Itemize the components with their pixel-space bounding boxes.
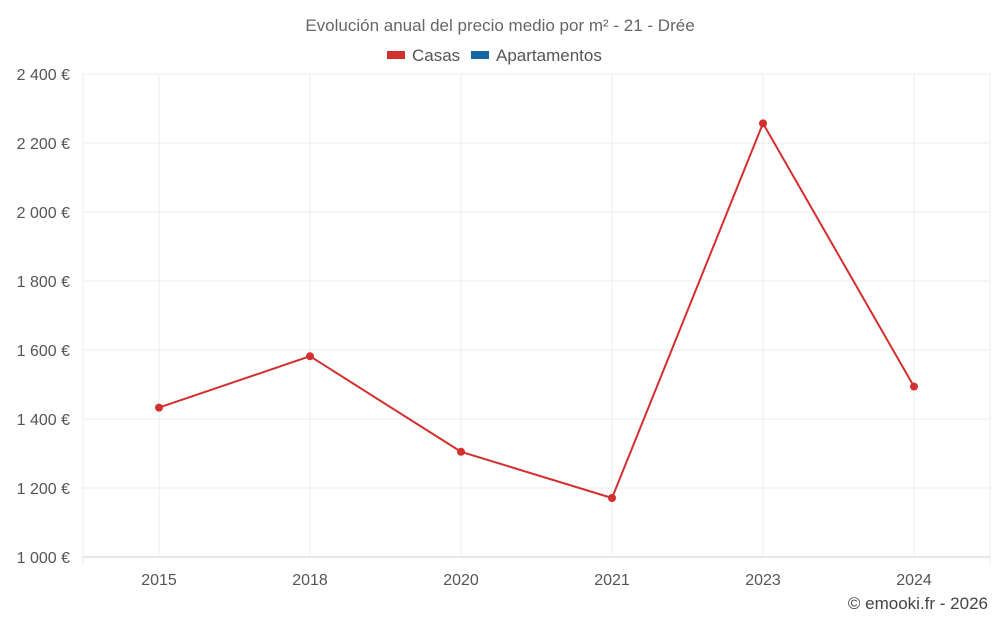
chart-title: Evolución anual del precio medio por m² … <box>305 16 694 35</box>
y-tick-label: 1 800 € <box>17 274 70 291</box>
data-point-casas[interactable] <box>155 403 163 412</box>
x-tick-label: 2021 <box>594 572 630 589</box>
legend: Casas Apartamentos <box>387 46 602 65</box>
y-gridlines <box>83 73 990 489</box>
y-axis-ticks: 1 000 € 1 200 € 1 400 € 1 600 € 1 800 € 2 000… <box>17 67 70 567</box>
data-point-casas[interactable] <box>608 494 616 503</box>
y-tick-label: 1 200 € <box>17 481 70 498</box>
y-tick-label: 1 600 € <box>17 343 70 360</box>
y-tick-label: 2 000 € <box>17 205 70 222</box>
legend-swatch-apartamentos[interactable] <box>471 51 489 59</box>
x-tick-label: 2020 <box>443 572 479 589</box>
legend-swatch-casas[interactable] <box>387 51 405 59</box>
y-tick-label: 2 400 € <box>17 67 70 84</box>
y-tick-label: 2 200 € <box>17 136 70 153</box>
y-tick-label: 1 000 € <box>17 550 70 567</box>
data-point-casas[interactable] <box>759 119 767 128</box>
x-tick-label: 2023 <box>745 572 781 589</box>
credit-text: © emooki.fr - 2026 <box>847 594 988 613</box>
data-point-casas[interactable] <box>306 352 314 361</box>
series-casas <box>155 119 918 503</box>
legend-label-casas[interactable]: Casas <box>412 46 460 65</box>
data-point-casas[interactable] <box>457 447 465 456</box>
x-tick-label: 2018 <box>292 572 328 589</box>
x-axis-ticks: 2015 2018 2020 2021 2023 2024 <box>141 572 932 589</box>
legend-label-apartamentos[interactable]: Apartamentos <box>496 46 602 65</box>
x-tick-label: 2024 <box>896 572 932 589</box>
x-gridlines <box>82 74 991 565</box>
y-tick-label: 1 400 € <box>17 412 70 429</box>
data-point-casas[interactable] <box>910 382 918 391</box>
x-tick-label: 2015 <box>141 572 177 589</box>
series-line-casas <box>158 122 915 500</box>
